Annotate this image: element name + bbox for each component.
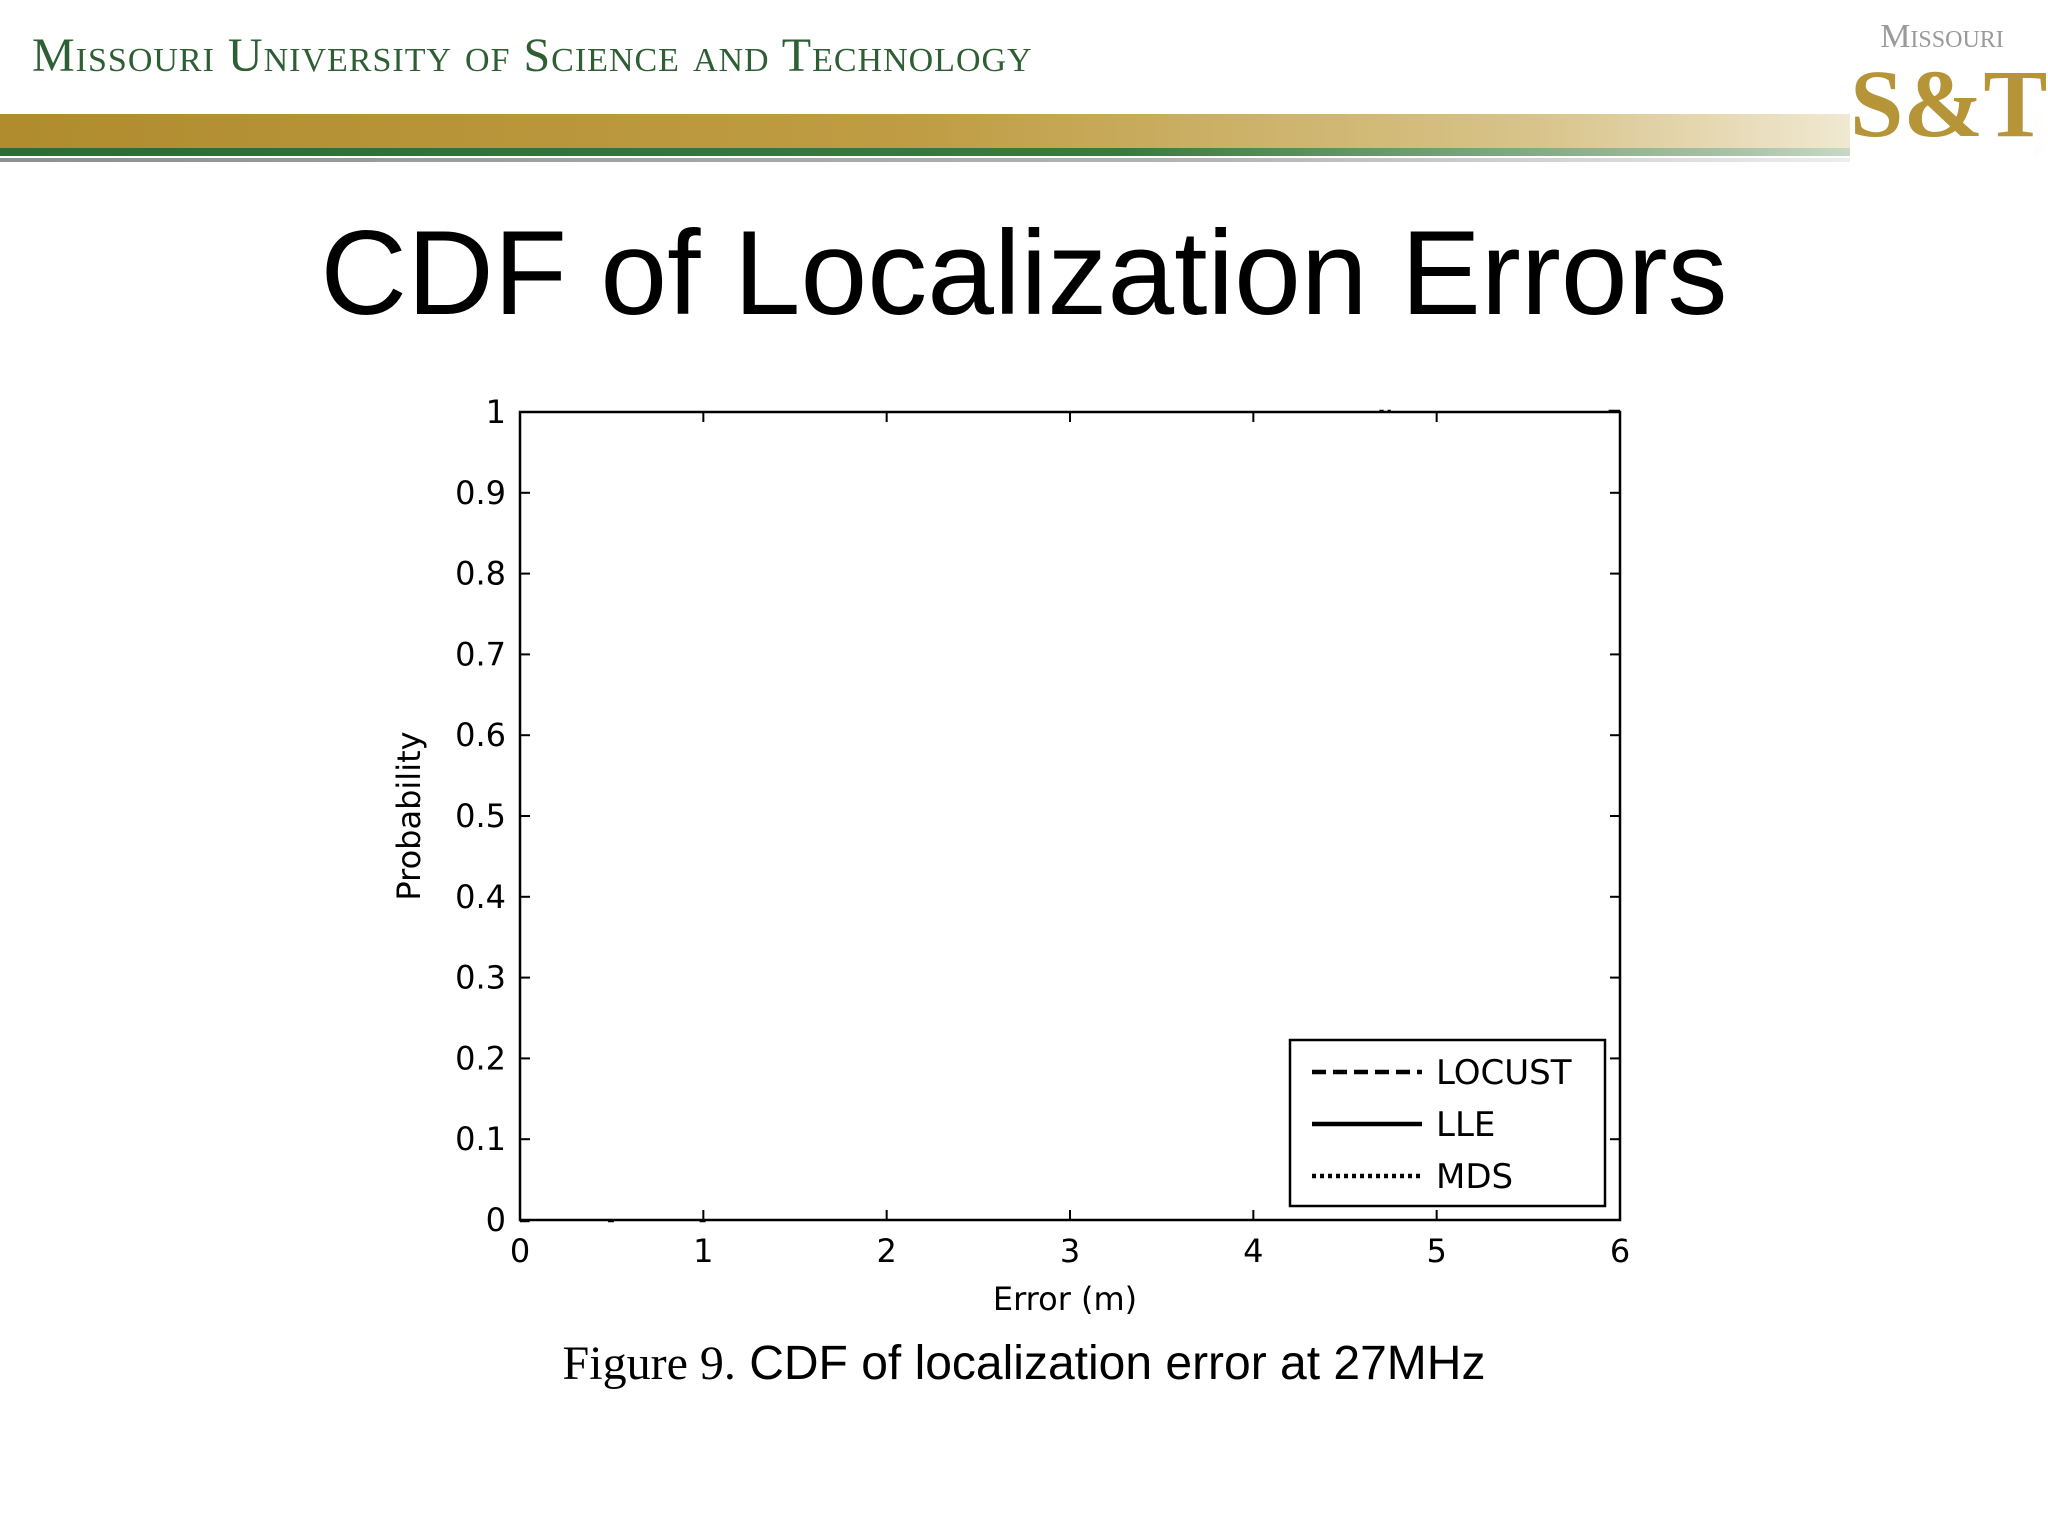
x-tick-label: 0 (510, 1232, 530, 1270)
logo-mark: S&T (1850, 50, 2048, 157)
header-thin-band (0, 158, 2048, 162)
caption-prefix: Figure 9. (562, 1337, 736, 1390)
caption-text: CDF of localization error at 27MHz (735, 1337, 1486, 1390)
y-axis-label: Probability (390, 731, 428, 900)
x-tick-label: 4 (1243, 1232, 1263, 1270)
figure-caption: Figure 9. CDF of localization error at 2… (0, 1336, 2048, 1391)
x-tick-label: 1 (693, 1232, 713, 1270)
x-axis-label: Error (m) (993, 1280, 1137, 1318)
header-gold-band (0, 114, 2048, 148)
x-tick-label: 3 (1060, 1232, 1080, 1270)
y-tick-label: 0.9 (455, 474, 506, 512)
y-tick-label: 0.7 (455, 635, 506, 673)
y-tick-label: 1 (486, 393, 506, 431)
chart-legend: LOCUST LLE MDS (1288, 1038, 1607, 1208)
y-tick-label: 0.5 (455, 797, 506, 835)
y-tick-label: 0.8 (455, 555, 506, 593)
header-green-band (0, 148, 2048, 156)
x-tick-label: 2 (876, 1232, 896, 1270)
y-tick-label: 0.2 (455, 1039, 506, 1077)
y-tick-label: 0.1 (455, 1120, 506, 1158)
y-tick-label: 0.3 (455, 959, 506, 997)
university-logo: Missouri S&T (1850, 18, 2048, 168)
university-name: Missouri University of Science and Techn… (32, 29, 1033, 82)
cdf-chart: 0 1 2 3 4 5 6 0 0.1 0.2 0.3 0.4 0.5 0.6 0.7 0.8 0.9 1 Err… (390, 393, 1630, 1318)
x-tick-label: 5 (1426, 1232, 1446, 1270)
x-tick-label: 6 (1610, 1232, 1630, 1270)
y-tick-label: 0.6 (455, 716, 506, 754)
chart-ticks: 0 1 2 3 4 5 6 0 0.1 0.2 0.3 0.4 0.5 0.6 0.7 0.8 0.9 1 (455, 393, 1630, 1270)
logo-top-text: Missouri (1880, 18, 2004, 55)
legend-label-mds: MDS (1436, 1157, 1513, 1197)
slide-header: Missouri University of Science and Techn… (0, 0, 2048, 180)
y-tick-label: 0.4 (455, 878, 506, 916)
y-tick-label: 0 (486, 1201, 506, 1239)
legend-label-lle: LLE (1436, 1105, 1495, 1145)
legend-label-locust: LOCUST (1436, 1053, 1572, 1093)
slide-title: CDF of Localization Errors (320, 206, 1728, 340)
